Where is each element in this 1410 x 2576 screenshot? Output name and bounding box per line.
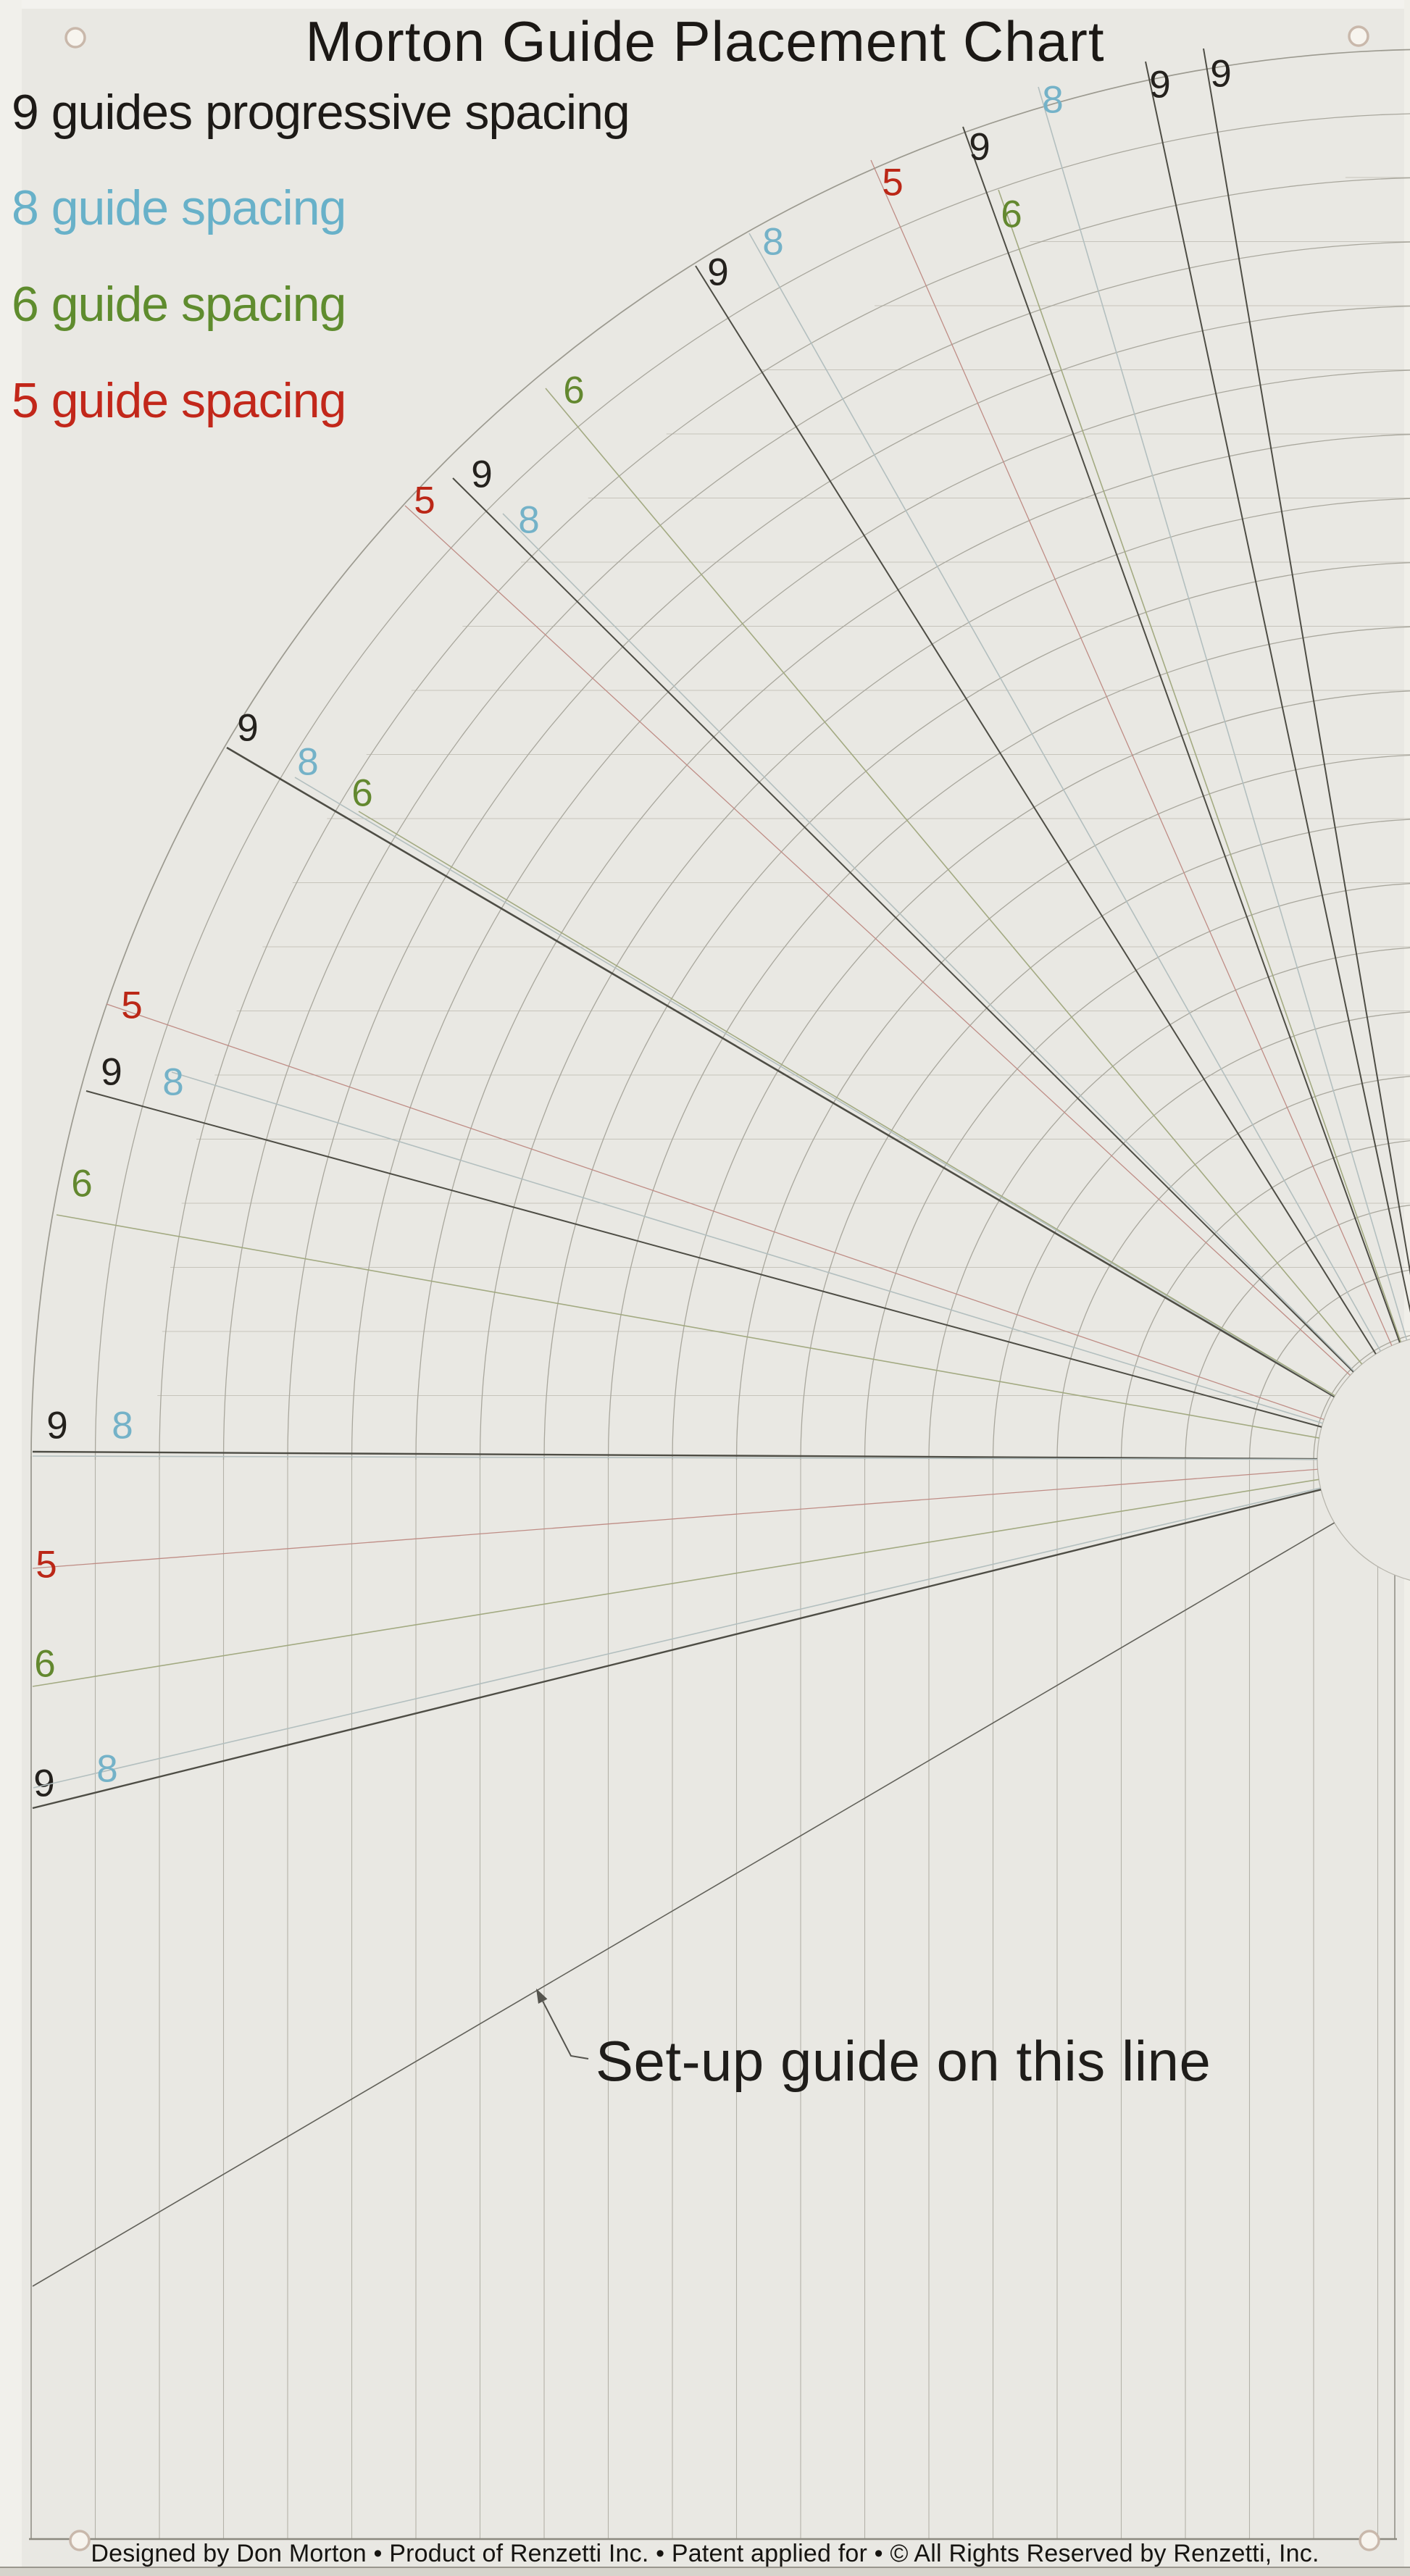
guide-ray-8 bbox=[171, 1071, 1323, 1424]
ray-label-9: 9 bbox=[707, 251, 728, 294]
ray-label-5: 5 bbox=[121, 984, 142, 1027]
fan-arc bbox=[287, 306, 1410, 1460]
guide-ray-9 bbox=[1145, 61, 1410, 1313]
guide-ray-5 bbox=[106, 1003, 1325, 1421]
guide-ray-8 bbox=[1038, 86, 1408, 1341]
grommet-hole bbox=[1359, 2530, 1380, 2551]
guide-ray-6 bbox=[358, 811, 1335, 1397]
ray-label-5: 5 bbox=[882, 162, 903, 204]
guide-ray-8 bbox=[32, 1455, 1318, 1460]
paper-edge-top bbox=[0, 0, 1410, 9]
guide-ray-9 bbox=[962, 126, 1401, 1343]
ray-label-6: 6 bbox=[34, 1643, 55, 1686]
ray-label-9: 9 bbox=[101, 1051, 122, 1094]
guide-ray-6 bbox=[32, 1479, 1319, 1687]
ray-label-8: 8 bbox=[518, 499, 539, 542]
fan-arc bbox=[928, 947, 1410, 1460]
page-title: Morton Guide Placement Chart bbox=[305, 9, 1105, 73]
ray-label-8: 8 bbox=[1042, 79, 1063, 122]
grommet-hole bbox=[64, 27, 86, 49]
fan-arc bbox=[94, 113, 1410, 1460]
fan-arc bbox=[800, 819, 1410, 1460]
fan-arc bbox=[543, 562, 1410, 1460]
guide-ray-9 bbox=[32, 1489, 1322, 1810]
fan-arc bbox=[351, 369, 1410, 1460]
guide-ray-8 bbox=[33, 1487, 1321, 1789]
guide-ray-9 bbox=[695, 265, 1377, 1355]
fan-boundary-arc bbox=[30, 49, 1410, 1460]
guide-ray-6 bbox=[545, 388, 1363, 1365]
ray-label-9: 9 bbox=[1149, 64, 1170, 106]
guide-ray-6 bbox=[56, 1214, 1319, 1439]
fan-arc bbox=[672, 690, 1410, 1460]
legend-item-5-guides: 5 guide spacing bbox=[12, 373, 346, 428]
ray-label-6: 6 bbox=[71, 1163, 92, 1205]
guide-ray-8 bbox=[748, 233, 1382, 1352]
ray-label-8: 8 bbox=[112, 1405, 133, 1447]
fan-arc bbox=[159, 177, 1410, 1460]
ray-label-8: 8 bbox=[96, 1748, 117, 1791]
guide-ray-5 bbox=[32, 1468, 1318, 1569]
ray-label-6: 6 bbox=[351, 772, 372, 815]
paper-edge-left bbox=[0, 0, 22, 2576]
footer-credits: Designed by Don Morton • Product of Renz… bbox=[91, 2540, 1319, 2567]
guide-ray-9 bbox=[32, 1450, 1318, 1460]
leader-arrowhead-icon bbox=[536, 1989, 548, 2004]
leader-line bbox=[542, 2001, 589, 2059]
fan-arc bbox=[479, 498, 1410, 1460]
setup-guide-line bbox=[32, 1522, 1335, 2287]
fan-arc bbox=[864, 883, 1410, 1460]
guide-ray-9 bbox=[1203, 48, 1410, 1276]
ray-label-6: 6 bbox=[1001, 193, 1022, 236]
paper-edge-bottom bbox=[0, 2567, 1410, 2576]
grommet-hole bbox=[69, 2530, 91, 2551]
fan-arc bbox=[607, 626, 1410, 1460]
ray-label-8: 8 bbox=[162, 1061, 183, 1104]
fan-arc bbox=[222, 241, 1410, 1460]
legend-item-9-guides: 9 guides progressive spacing bbox=[12, 85, 630, 140]
guide-ray-5 bbox=[870, 159, 1393, 1346]
guide-ray-9 bbox=[226, 746, 1335, 1398]
fan-arc bbox=[992, 1011, 1410, 1460]
fan-arc bbox=[735, 754, 1410, 1460]
guide-ray-5 bbox=[404, 505, 1351, 1376]
grommet-hole bbox=[1348, 25, 1369, 47]
paper-edge-right bbox=[1404, 0, 1410, 2576]
ray-label-9: 9 bbox=[1210, 53, 1231, 96]
ray-label-9: 9 bbox=[471, 453, 492, 496]
ray-label-5: 5 bbox=[414, 480, 435, 522]
legend-item-8-guides: 8 guide spacing bbox=[12, 180, 346, 235]
center-disk bbox=[1317, 1339, 1410, 1581]
ray-label-8: 8 bbox=[762, 221, 783, 264]
guide-ray-9 bbox=[85, 1090, 1322, 1428]
ray-label-5: 5 bbox=[36, 1544, 57, 1586]
ray-label-9: 9 bbox=[46, 1405, 67, 1447]
ray-label-9: 9 bbox=[237, 707, 258, 750]
guide-ray-6 bbox=[998, 189, 1402, 1342]
guide-ray-8 bbox=[294, 777, 1335, 1397]
guide-ray-8 bbox=[502, 513, 1355, 1372]
ray-label-8: 8 bbox=[297, 741, 318, 784]
ray-label-9: 9 bbox=[969, 126, 990, 169]
guide-ray-9 bbox=[452, 477, 1354, 1373]
setup-guide-annotation: Set-up guide on this line bbox=[596, 2029, 1211, 2093]
legend-item-6-guides: 6 guide spacing bbox=[12, 277, 346, 332]
ray-label-6: 6 bbox=[563, 369, 584, 412]
fan-arc bbox=[415, 434, 1410, 1460]
